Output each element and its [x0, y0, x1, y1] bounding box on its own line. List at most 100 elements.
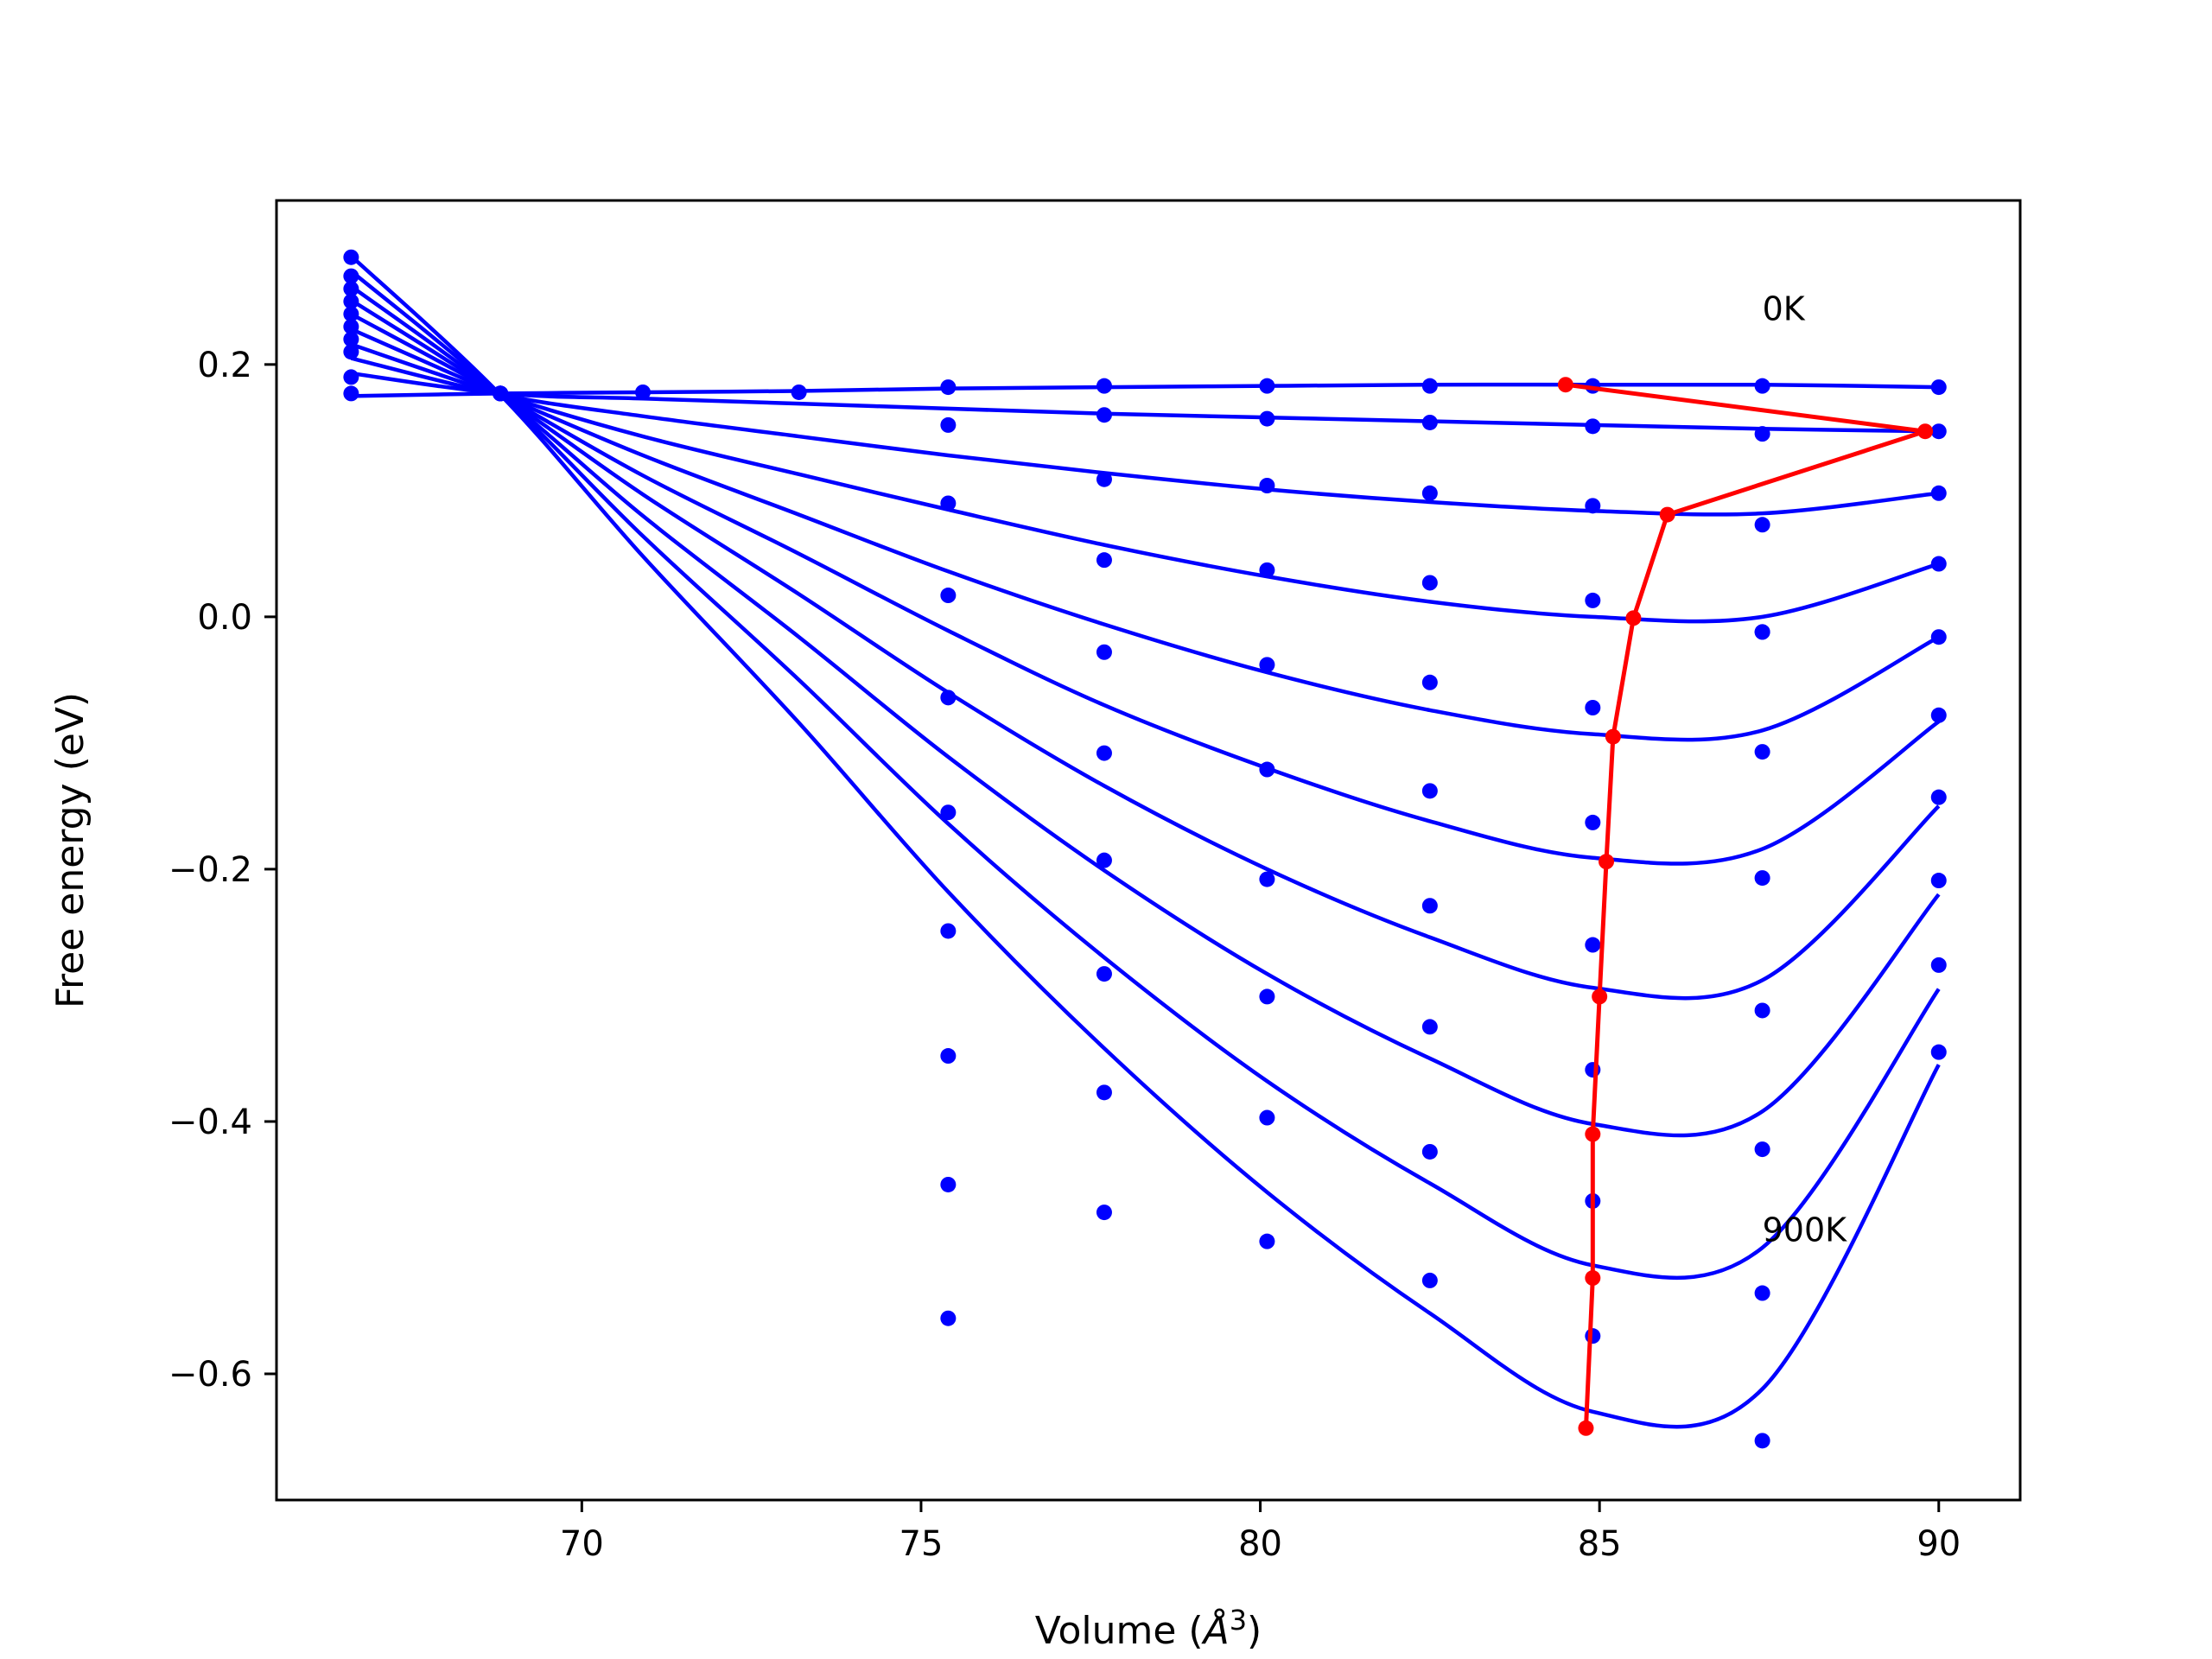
axes-frame — [275, 199, 2022, 1502]
minimum-point-6 — [1592, 988, 1608, 1005]
data-point-1-8 — [1585, 418, 1601, 435]
data-point-2-6 — [1259, 478, 1275, 493]
data-point-1-10 — [1930, 423, 1947, 440]
data-point-5-9 — [1754, 744, 1770, 760]
data-point-0-6 — [1259, 378, 1275, 394]
annotation-1: 900K — [1763, 1211, 1848, 1249]
data-point-7-4 — [940, 923, 957, 939]
data-point-2-9 — [1754, 517, 1770, 533]
data-point-2-7 — [1421, 485, 1438, 501]
data-point-3-0 — [343, 331, 359, 347]
data-point-7-6 — [1259, 988, 1275, 1005]
fit-curve-9 — [349, 254, 1941, 1429]
x-tick-label-1: 75 — [899, 1524, 944, 1564]
data-point-8-6 — [1259, 1109, 1275, 1126]
data-point-4-7 — [1421, 674, 1438, 690]
minimum-point-8 — [1585, 1270, 1601, 1287]
fit-curve-3 — [350, 342, 1940, 624]
data-point-5-7 — [1421, 783, 1438, 799]
data-point-3-4 — [940, 495, 957, 512]
data-point-2-5 — [1096, 471, 1112, 487]
data-point-0-9 — [1754, 378, 1770, 394]
data-point-5-5 — [1096, 745, 1112, 761]
data-point-6-10 — [1930, 789, 1947, 805]
data-point-9-1 — [493, 385, 509, 402]
x-tick-label-0: 70 — [560, 1524, 604, 1564]
data-point-3-7 — [1421, 575, 1438, 591]
fit-curve-5 — [350, 312, 1941, 866]
x-axis-label: Volume (Å3) — [1035, 1604, 1262, 1653]
data-point-2-0 — [343, 344, 359, 360]
y-tick-label-3: 0.0 — [197, 598, 252, 638]
data-point-4-10 — [1930, 629, 1947, 645]
data-point-6-6 — [1259, 871, 1275, 887]
data-point-8-10 — [1930, 957, 1947, 973]
data-point-extra-0 — [940, 1310, 957, 1326]
data-point-2-8 — [1585, 498, 1601, 514]
data-point-8-9 — [1754, 1141, 1770, 1158]
minimum-point-0 — [1557, 377, 1573, 393]
data-point-0-10 — [1930, 379, 1947, 396]
data-point-5-4 — [940, 690, 957, 706]
data-point-8-5 — [1096, 1084, 1112, 1101]
data-point-6-4 — [940, 804, 957, 821]
data-point-4-4 — [940, 588, 957, 604]
data-point-6-0 — [343, 293, 359, 309]
x-axis-label-symbol: Å — [1201, 1607, 1230, 1653]
plot-area — [343, 249, 1947, 1449]
y-tick-label-2: −0.2 — [168, 850, 252, 890]
minimum-point-5 — [1599, 854, 1615, 870]
data-point-7-10 — [1930, 873, 1947, 889]
data-point-0-7 — [1421, 378, 1438, 394]
y-tick-label-4: 0.2 — [197, 346, 252, 385]
fit-curve-8 — [349, 270, 1941, 1280]
data-point-0-3 — [791, 384, 807, 400]
data-point-9-9 — [1754, 1285, 1770, 1301]
data-point-4-6 — [1259, 657, 1275, 673]
data-point-6-9 — [1754, 870, 1770, 887]
y-axis-label: Free energy (eV) — [48, 692, 92, 1008]
data-point-9-8 — [1585, 1328, 1601, 1344]
fit-curve-7 — [350, 284, 1941, 1138]
x-tick-label-4: 90 — [1916, 1524, 1961, 1564]
data-point-4-0 — [343, 319, 359, 335]
minimum-point-2 — [1659, 506, 1675, 523]
data-point-1-7 — [1421, 414, 1438, 430]
fit-curve-6 — [350, 298, 1941, 1001]
annotation-0: 0K — [1763, 290, 1806, 328]
x-tick-label-3: 85 — [1578, 1524, 1622, 1564]
data-point-6-8 — [1585, 937, 1601, 953]
y-tick-label-0: −0.6 — [168, 1355, 252, 1395]
fit-curve-4 — [350, 327, 1940, 742]
data-point-4-8 — [1585, 700, 1601, 715]
data-point-3-6 — [1259, 562, 1275, 578]
data-point-9-0 — [343, 249, 359, 265]
data-point-7-7 — [1421, 1019, 1438, 1035]
axis-ticks: 70 75 80 85 90 −0.6 −0.4 −0.2 0.0 0.2 — [168, 346, 1961, 1564]
data-point-3-10 — [1930, 556, 1947, 572]
data-point-8-0 — [343, 268, 359, 284]
data-point-8-7 — [1421, 1143, 1438, 1160]
data-point-9-4 — [940, 1176, 957, 1192]
minimum-point-1 — [1917, 423, 1934, 440]
data-point-1-6 — [1259, 410, 1275, 427]
data-point-2-10 — [1930, 485, 1947, 501]
x-axis-label-text: Volume ( — [1035, 1609, 1204, 1653]
data-point-8-4 — [940, 1048, 957, 1065]
data-point-3-5 — [1096, 552, 1112, 569]
minimum-point-4 — [1605, 728, 1621, 745]
data-point-4-9 — [1754, 624, 1770, 640]
minimum-locus-line — [1565, 382, 1928, 1428]
data-point-5-8 — [1585, 814, 1601, 830]
data-point-5-10 — [1930, 707, 1947, 723]
data-point-3-8 — [1585, 592, 1601, 608]
data-point-1-5 — [1096, 407, 1112, 423]
data-point-7-0 — [343, 281, 359, 297]
annotations: 0K 900K — [1763, 290, 1848, 1249]
data-point-9-10 — [1930, 1044, 1947, 1060]
data-point-9-6 — [1259, 1233, 1275, 1249]
minimum-point-3 — [1625, 610, 1642, 626]
